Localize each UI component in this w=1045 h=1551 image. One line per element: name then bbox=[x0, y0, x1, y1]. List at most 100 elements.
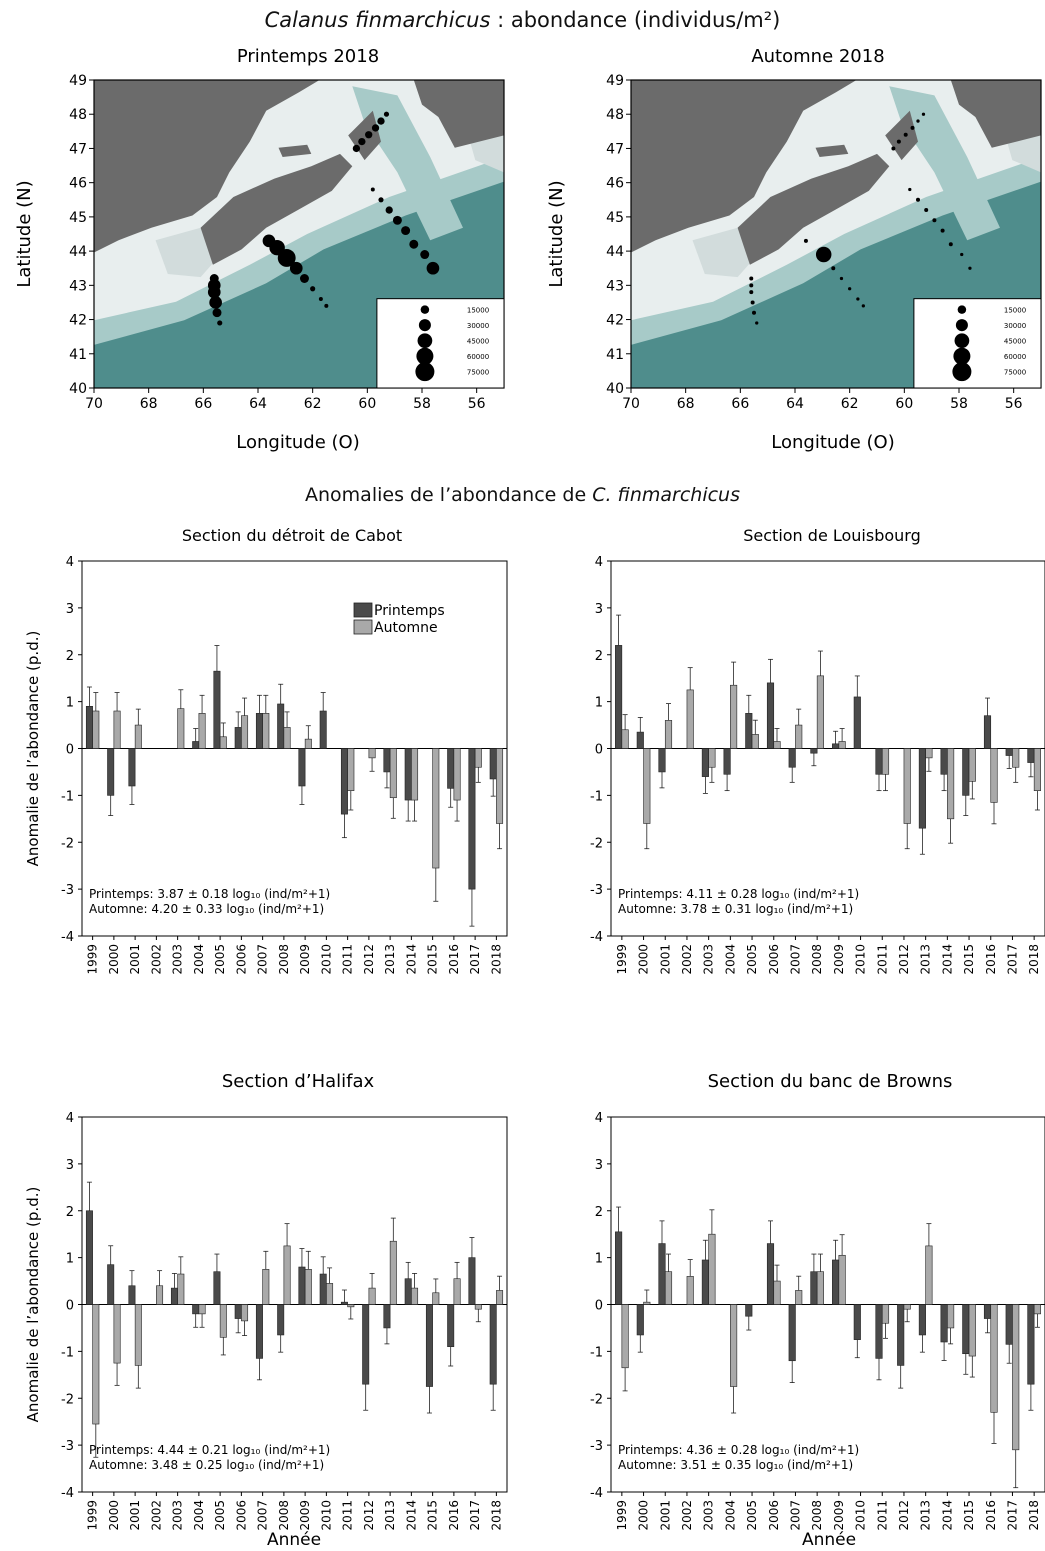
bar-printemps bbox=[658, 1243, 666, 1305]
x-tick-label: 2003 bbox=[171, 944, 185, 975]
legend-symbol bbox=[416, 347, 434, 365]
chart-x-axis-label: Année bbox=[267, 1530, 321, 1550]
x-tick-label: 2012 bbox=[362, 944, 376, 975]
bar-automne bbox=[795, 1290, 803, 1305]
station-marker bbox=[365, 131, 373, 139]
bar-automne bbox=[708, 1233, 716, 1305]
bar-printemps bbox=[918, 1304, 926, 1336]
map-frame bbox=[630, 79, 1042, 389]
x-tick-label: 2014 bbox=[404, 944, 418, 975]
bar-automne bbox=[304, 1269, 312, 1305]
lat-tick-label: 44 bbox=[69, 244, 87, 260]
bar-printemps bbox=[213, 1271, 221, 1305]
x-tick-label: 2003 bbox=[171, 1500, 185, 1531]
lat-tick-label: 44 bbox=[606, 244, 624, 260]
bar-printemps bbox=[489, 748, 497, 780]
bar-automne bbox=[621, 1304, 629, 1369]
anomalies-heading: Anomalies de l’abondance de C. finmarchi… bbox=[0, 484, 1045, 506]
x-tick-label: 2015 bbox=[426, 944, 440, 975]
bar-automne bbox=[347, 748, 355, 791]
station-marker bbox=[932, 218, 937, 223]
y-tick-label: 1 bbox=[66, 1252, 74, 1267]
legend-label: 75000 bbox=[1004, 369, 1026, 377]
maps-panel: 15000 30000 45000 60000 75000 70 68 66 64 62 60 58 5… bbox=[14, 46, 1042, 453]
y-tick-label: 3 bbox=[66, 1158, 74, 1173]
bar-printemps bbox=[1027, 748, 1035, 763]
bar-printemps bbox=[636, 731, 644, 749]
y-tick-label: -4 bbox=[590, 1486, 603, 1501]
y-tick-label: 2 bbox=[595, 1205, 603, 1220]
legend-label: 15000 bbox=[467, 307, 489, 315]
bar-automne bbox=[453, 748, 461, 801]
station-marker bbox=[289, 261, 303, 275]
bar-automne bbox=[304, 738, 312, 749]
x-tick-label: 2018 bbox=[489, 944, 503, 975]
legend-box bbox=[913, 298, 1042, 389]
x-tick-label: 2018 bbox=[1027, 1500, 1041, 1531]
lat-tick-label: 46 bbox=[69, 176, 87, 192]
lon-tick-label: 62 bbox=[841, 396, 859, 412]
bar-printemps bbox=[319, 710, 327, 749]
bar-automne bbox=[816, 1271, 824, 1305]
chart-annotation: Printemps: 3.87 ± 0.18 log₁₀ (ind/m²+1) bbox=[89, 887, 330, 901]
bar-automne bbox=[795, 724, 803, 749]
y-tick-label: 4 bbox=[595, 555, 603, 570]
chart-y-axis-label: Anomalie de l’abondance (p.d.) bbox=[24, 631, 42, 867]
bar-printemps bbox=[128, 748, 136, 787]
x-tick-label: 2005 bbox=[213, 1500, 227, 1531]
x-tick-label: 2006 bbox=[767, 944, 781, 975]
bar-automne bbox=[968, 1304, 976, 1357]
chart-annotation: Printemps: 4.11 ± 0.28 log₁₀ (ind/m²+1) bbox=[618, 887, 859, 901]
chart-1: -4 -3 -2 -1 0 1 2 3 4 1999 2000 2001 2002 2003 2004 200… bbox=[590, 526, 1045, 975]
bar-automne bbox=[1012, 1304, 1020, 1451]
station-marker bbox=[903, 132, 908, 137]
chart-frame bbox=[81, 560, 508, 937]
lat-tick-label: 47 bbox=[69, 141, 87, 157]
legend-label: 75000 bbox=[467, 369, 489, 377]
x-tick-label: 1999 bbox=[86, 944, 100, 975]
station-marker bbox=[815, 246, 832, 263]
chart-title: Section de Louisbourg bbox=[743, 526, 921, 545]
lon-tick-label: 70 bbox=[622, 396, 640, 412]
station-marker bbox=[378, 197, 384, 203]
lat-tick-label: 49 bbox=[69, 73, 87, 89]
bar-printemps bbox=[615, 645, 623, 749]
lon-tick-label: 64 bbox=[786, 396, 804, 412]
station-marker bbox=[896, 139, 901, 144]
anomalies-heading-species: C. finmarchicus bbox=[592, 484, 740, 506]
chart-annotation: Automne: 3.51 ± 0.35 log₁₀ (ind/m²+1) bbox=[618, 1458, 853, 1472]
lat-tick-label: 40 bbox=[606, 381, 624, 397]
bar-printemps bbox=[447, 1304, 455, 1347]
chart-annotation: Automne: 3.78 ± 0.31 log₁₀ (ind/m²+1) bbox=[618, 902, 853, 916]
y-tick-label: 0 bbox=[595, 1299, 603, 1314]
lat-tick-label: 43 bbox=[606, 278, 624, 294]
lat-tick-label: 45 bbox=[69, 210, 87, 226]
figure-title-species: Calanus finmarchicus bbox=[264, 8, 491, 32]
y-tick-label: 2 bbox=[595, 649, 603, 664]
lon-tick-label: 56 bbox=[468, 396, 486, 412]
y-tick-label: 0 bbox=[66, 743, 74, 758]
bar-printemps bbox=[277, 1304, 285, 1336]
station-marker bbox=[209, 296, 222, 309]
y-tick-label: -1 bbox=[61, 789, 74, 804]
bar-printemps bbox=[383, 748, 391, 773]
lat-tick-label: 48 bbox=[69, 107, 87, 123]
bar-automne bbox=[643, 1301, 651, 1305]
map-size-legend: 15000 30000 45000 60000 75000 bbox=[913, 298, 1042, 389]
bar-automne bbox=[708, 748, 716, 768]
x-tick-label: 2004 bbox=[192, 1500, 206, 1531]
y-tick-label: 1 bbox=[595, 1252, 603, 1267]
legend-symbol bbox=[418, 319, 431, 332]
legend-symbol bbox=[957, 305, 967, 314]
x-tick-label: 2005 bbox=[213, 944, 227, 975]
map-x-axis-label: Longitude (O) bbox=[236, 432, 359, 453]
x-tick-label: 2010 bbox=[854, 944, 868, 975]
lat-tick-label: 40 bbox=[69, 381, 87, 397]
map-size-legend: 15000 30000 45000 60000 75000 bbox=[376, 298, 505, 389]
x-tick-label: 2014 bbox=[940, 1500, 954, 1531]
map-frame bbox=[93, 79, 505, 389]
x-tick-label: 2003 bbox=[702, 944, 716, 975]
bar-printemps bbox=[383, 1304, 391, 1329]
y-tick-label: -3 bbox=[590, 1439, 603, 1454]
bar-automne bbox=[773, 741, 781, 749]
